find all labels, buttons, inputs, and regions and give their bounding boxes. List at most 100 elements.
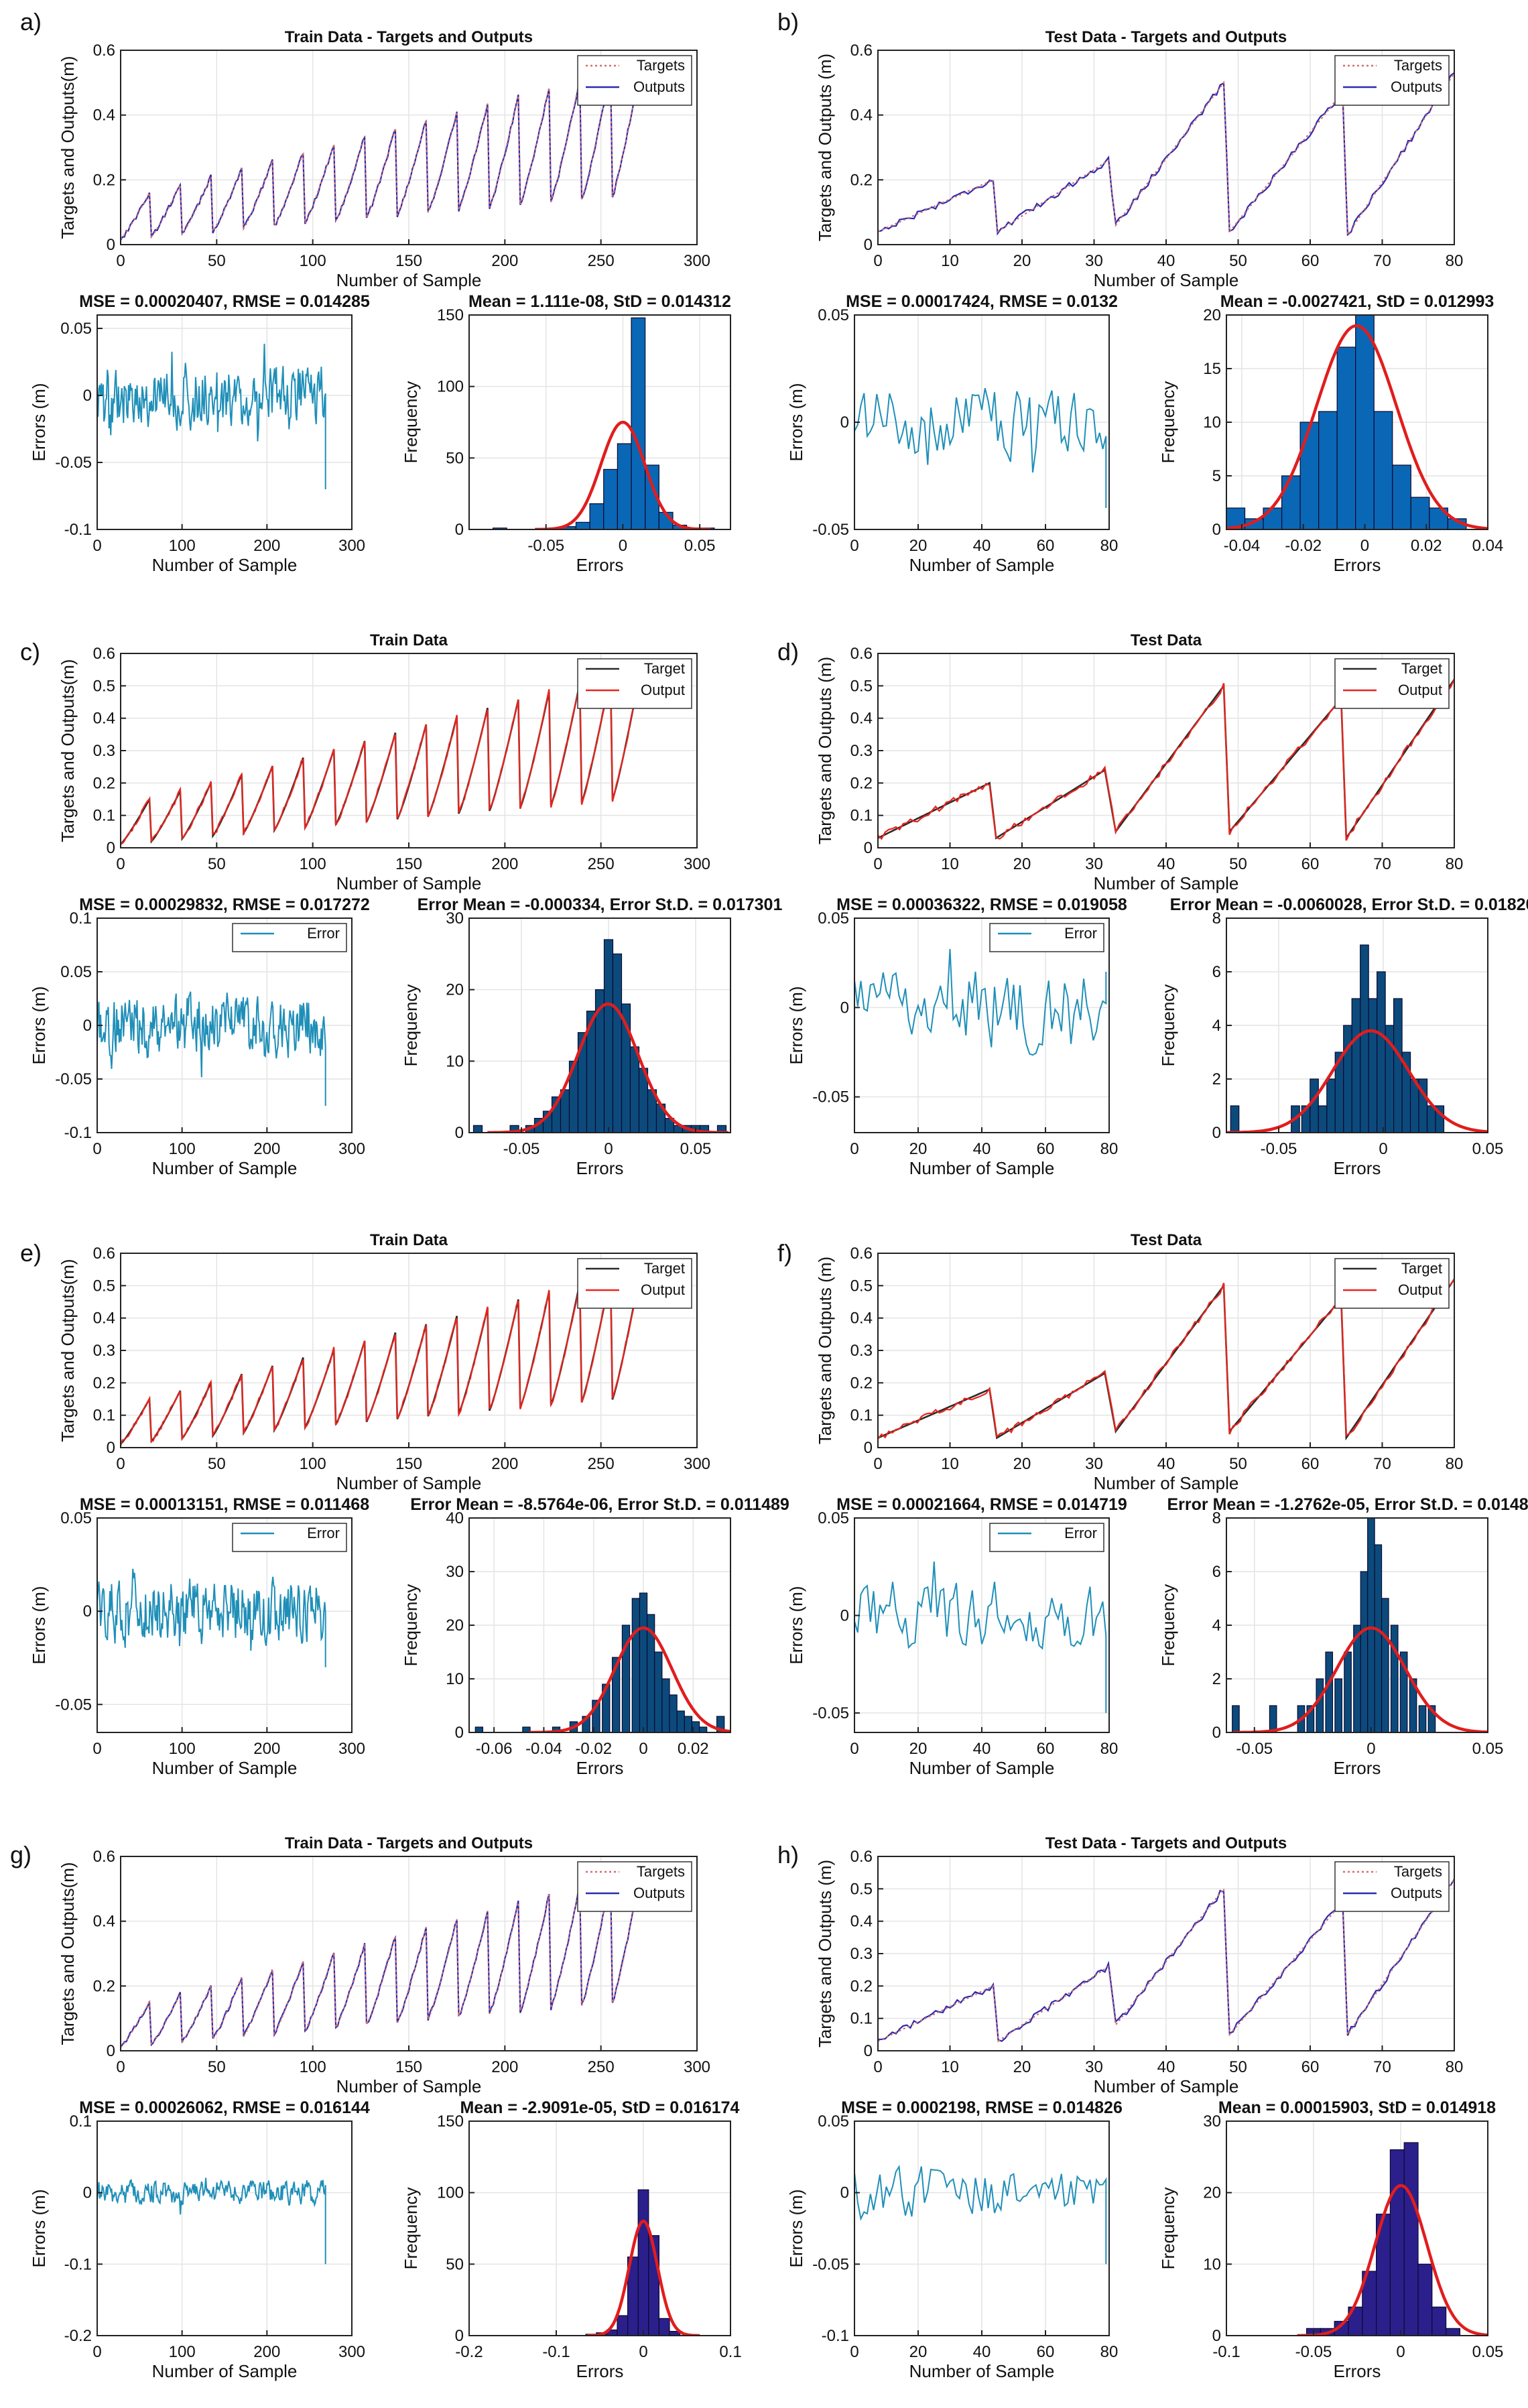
histogram-bar	[1344, 1651, 1352, 1732]
x-tick-label: 40	[973, 537, 991, 555]
x-tick-label: 0	[92, 537, 101, 555]
x-tick-label: -0.05	[1236, 1740, 1273, 1758]
histogram-bar	[1318, 1105, 1328, 1133]
y-axis-label: Targets and Outputs(m)	[58, 1862, 78, 2045]
normal-fit-curve	[1226, 324, 1488, 529]
histogram-bar	[1263, 507, 1283, 529]
legend-label: Output	[641, 682, 685, 698]
y-axis-label: Errors (m)	[29, 383, 49, 462]
plot-content	[1226, 944, 1488, 1133]
legend-box	[577, 1258, 692, 1309]
y-tick-label: 0.4	[93, 710, 115, 728]
chart-error: 0 20 40 60 80 -0.1 -0.05 0 0.05 Number of Sample E…	[786, 2098, 1123, 2381]
y-tick-label: 0.5	[93, 1277, 115, 1295]
histogram-bar	[1360, 1571, 1368, 1732]
x-tick-label: -0.02	[1285, 537, 1322, 555]
y-tick-label: 0	[455, 1724, 464, 1742]
x-tick-label: 40	[1157, 1455, 1175, 1473]
histogram-bar	[1281, 475, 1301, 529]
x-tick-label: 20	[1013, 855, 1031, 873]
y-tick-label: -0.05	[55, 1070, 92, 1088]
x-tick-label: 0	[850, 1140, 858, 1158]
histogram-bar	[1393, 998, 1403, 1133]
y-tick-label: 0.05	[818, 2112, 849, 2131]
x-tick-label: 40	[1157, 252, 1175, 270]
y-tick-label: 100	[437, 378, 464, 396]
x-tick-label: 0	[1366, 1740, 1375, 1758]
y-tick-label: -0.1	[822, 2327, 849, 2345]
y-tick-label: 0	[864, 2042, 873, 2060]
x-axis-label: Number of Sample	[336, 1473, 482, 1493]
x-tick-label: 0	[850, 537, 858, 555]
x-tick-label: 40	[973, 1740, 991, 1758]
plot-content	[878, 678, 1454, 841]
chart-error: Error 0 100 200 300 -0.1 -0.05 0 0.05 0.1 Number o…	[29, 895, 370, 1178]
chart-error: 0 100 200 300 -0.1 -0.05 0 0.05 Number of Sample…	[29, 292, 370, 575]
x-tick-label: 200	[491, 2058, 518, 2076]
histogram-bar	[1389, 2149, 1405, 2336]
chart-hist: -0.04 -0.02 0 0.02 0.04 0 5 10 15 20 Errors Frequen…	[1158, 292, 1504, 575]
target-series-line	[878, 678, 1454, 841]
x-axis-label: Errors	[576, 555, 624, 575]
x-tick-label: -0.04	[1224, 537, 1261, 555]
legend-box	[989, 1523, 1104, 1552]
y-tick-label: 0.6	[850, 1848, 873, 1866]
plot-content	[97, 343, 326, 489]
x-axis-label: Number of Sample	[909, 1758, 1055, 1778]
x-axis-label: Number of Sample	[152, 555, 298, 575]
y-axis-label: Errors (m)	[29, 987, 49, 1065]
y-axis-label: Targets and Outputs (m)	[815, 1257, 835, 1444]
x-tick-label: 0.04	[1472, 537, 1504, 555]
y-tick-label: 8	[1212, 1509, 1221, 1527]
x-tick-label: 50	[208, 2058, 226, 2076]
legend-label: Outputs	[1391, 1885, 1442, 1901]
chart-title: Error Mean = -0.0060028, Error St.D. = 0…	[1170, 895, 1528, 914]
normal-fit-curve	[529, 1626, 730, 1732]
y-tick-label: -0.05	[812, 1704, 849, 1722]
histogram-bar	[716, 1125, 727, 1133]
y-axis-label: Frequency	[401, 381, 421, 464]
legend-label: Output	[641, 1281, 685, 1298]
x-tick-label: 40	[973, 1140, 991, 1158]
x-axis-label: Number of Sample	[336, 2076, 482, 2096]
x-tick-label: 0.02	[678, 1740, 709, 1758]
histogram-bar	[1334, 1678, 1342, 1732]
histogram-bar	[575, 521, 590, 529]
legend-label: Output	[1398, 1281, 1442, 1298]
chart-title: MSE = 0.00036322, RMSE = 0.019058	[836, 895, 1127, 914]
histogram-bar	[1355, 315, 1375, 529]
histogram-bar	[631, 1598, 641, 1732]
legend-label: Outputs	[633, 78, 685, 95]
y-tick-label: 6	[1212, 963, 1221, 981]
histogram-bar	[639, 1592, 648, 1732]
x-tick-label: 0	[1360, 537, 1369, 555]
histogram-bar	[592, 1700, 600, 1732]
x-tick-label: 50	[208, 855, 226, 873]
y-tick-label: 0.2	[850, 774, 873, 792]
x-axis-label: Errors	[576, 1158, 624, 1178]
histogram-bar	[603, 468, 618, 529]
y-tick-label: -0.2	[64, 2327, 92, 2345]
plot-content	[492, 317, 715, 529]
histogram-bar	[637, 2189, 649, 2336]
x-tick-label: 0.02	[1411, 537, 1442, 555]
x-tick-label: 80	[1446, 252, 1464, 270]
histogram-bar	[1360, 944, 1369, 1133]
x-tick-label: 300	[338, 1740, 365, 1758]
y-axis-label: Frequency	[401, 2188, 421, 2270]
output-series-line	[878, 1879, 1454, 2042]
x-tick-label: 0.05	[680, 1140, 712, 1158]
x-tick-label: 0	[116, 1455, 125, 1473]
chart-hist: -0.1 -0.05 0 0.05 0 10 20 30 Errors Frequency Mean…	[1158, 2098, 1503, 2381]
y-axis-label: Frequency	[401, 985, 421, 1067]
x-tick-label: 0	[604, 1140, 613, 1158]
panel-label: f)	[777, 1239, 792, 1267]
histogram-bar	[611, 1657, 621, 1732]
chart-title: MSE = 0.00020407, RMSE = 0.014285	[79, 292, 370, 311]
histogram-bar	[676, 1710, 685, 1732]
histogram-bar	[603, 939, 614, 1133]
y-tick-label: 0.4	[93, 1310, 115, 1328]
x-tick-label: 0	[873, 1455, 882, 1473]
chart-title: Mean = 1.111e-08, StD = 0.014312	[468, 292, 731, 311]
panel-label: g)	[10, 1841, 31, 1868]
